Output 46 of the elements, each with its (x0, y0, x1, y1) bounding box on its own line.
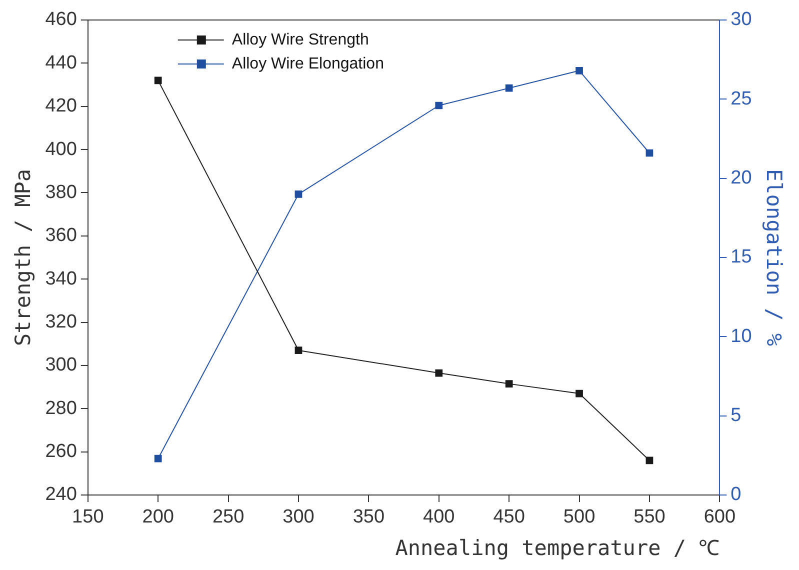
point (294, 190, 302, 198)
legend-label: Alloy Wire Elongation (232, 55, 384, 72)
y2-tick-label: 15 (730, 246, 752, 268)
y2-tick-label: 10 (730, 326, 752, 347)
point (646, 149, 654, 157)
x-tick-label: 300 (282, 506, 314, 528)
y-tick-label: 260 (45, 441, 77, 462)
y-tick-label: 380 (45, 182, 77, 203)
y-tick-label: 280 (45, 398, 77, 419)
y-tick-label: 320 (45, 312, 77, 333)
y2-tick-label: 25 (730, 88, 752, 110)
x-tick-label: 250 (212, 506, 244, 528)
y-tick-label: 460 (45, 9, 77, 30)
y2-tick-label: 0 (730, 484, 742, 506)
point (154, 454, 162, 462)
y2-tick-label: 20 (730, 168, 752, 189)
point (505, 380, 513, 388)
y2-tick-label: 30 (730, 9, 752, 30)
x-tick-label: 150 (72, 506, 104, 528)
x-tick-label: 400 (423, 506, 455, 528)
legend-label: Alloy Wire Strength (232, 31, 369, 48)
y-axis-title: Strength / MPa (11, 168, 36, 346)
y-tick-label: 360 (45, 225, 77, 246)
point (646, 456, 654, 464)
point (435, 369, 443, 377)
y-tick-label: 340 (45, 268, 77, 290)
point (435, 102, 443, 110)
point (576, 66, 583, 74)
y-tick-label: 240 (45, 484, 77, 506)
x-tick-label: 600 (704, 506, 736, 528)
x-tick-label: 550 (634, 506, 666, 528)
x-axis-title: Annealing temperature / ℃ (395, 536, 720, 560)
point (294, 346, 302, 354)
point (154, 76, 162, 84)
point (576, 390, 583, 398)
y2-axis-title: Elongation / % (762, 168, 786, 346)
x-tick-label: 350 (352, 506, 385, 528)
y-tick-label: 300 (45, 354, 77, 376)
x-tick-label: 200 (142, 506, 174, 528)
x-tick-label: 450 (493, 506, 525, 528)
y-tick-label: 420 (45, 96, 77, 117)
x-tick-label: 500 (563, 506, 596, 528)
point (505, 84, 513, 92)
y-tick-label: 440 (45, 52, 77, 74)
y-tick-label: 400 (45, 138, 77, 160)
y2-tick-label: 5 (730, 405, 742, 426)
